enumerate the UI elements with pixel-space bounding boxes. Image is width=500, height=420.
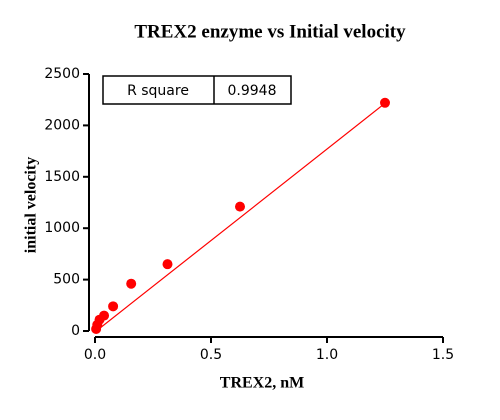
point: [91, 323, 102, 334]
y-tick-label: 2500: [44, 66, 80, 82]
x-tick-label: 1.5: [432, 347, 454, 363]
point: [162, 259, 173, 270]
y-tick-label: 0: [71, 323, 80, 339]
point: [380, 97, 390, 108]
y-axis-title: initial velocity: [23, 157, 40, 253]
annotation-box: [102, 75, 292, 105]
y-tick-label: 1500: [44, 169, 80, 185]
annotation-label: R square: [127, 83, 189, 99]
x-axis-title: TREX2, nM: [220, 375, 304, 392]
x-tick-label: 0.5: [200, 347, 222, 363]
point: [108, 301, 119, 312]
y-tick-label: 2000: [44, 117, 80, 133]
x-tick-label: 0.0: [84, 347, 106, 363]
annotation-value: 0.9948: [228, 83, 277, 99]
y-tick-label: 1000: [44, 220, 80, 236]
x-tick-label: 1.0: [316, 347, 338, 363]
point: [235, 201, 245, 212]
fit-line: [94, 102, 386, 333]
y-tick-label: 500: [53, 272, 80, 288]
chart-title: TREX2 enzyme vs Initial velocity: [134, 21, 406, 42]
annotation-table: R square 0.9948: [102, 75, 292, 105]
point: [126, 278, 137, 289]
